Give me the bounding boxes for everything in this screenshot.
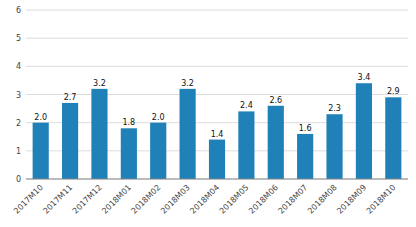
y-tick-label: 4 xyxy=(16,62,21,71)
bar xyxy=(385,97,401,179)
grid xyxy=(26,10,408,179)
data-label: 1.4 xyxy=(211,130,224,139)
y-tick-label: 6 xyxy=(16,6,21,15)
x-tick-label: 2017M12 xyxy=(71,183,104,216)
data-label: 3.2 xyxy=(181,79,194,88)
bar xyxy=(268,106,284,179)
y-axis: 0 1 2 3 4 5 6 xyxy=(16,6,21,184)
grid-line xyxy=(26,122,408,123)
y-tick-label: 3 xyxy=(16,91,21,100)
data-label: 2.0 xyxy=(34,113,47,122)
x-tick-label: 2018M09 xyxy=(335,183,368,216)
bar xyxy=(62,103,78,179)
bar xyxy=(91,89,107,179)
data-label: 3.2 xyxy=(93,79,106,88)
x-tick-label: 2018M02 xyxy=(130,183,163,216)
data-label: 3.4 xyxy=(358,73,371,82)
x-tick-label: 2018M08 xyxy=(306,183,339,216)
chart: 0 1 2 3 4 5 6 2.0 2.7 3.2 1.8 2.0 3.2 1.4 2.4 2.6 1.6 2.3… xyxy=(0,0,416,227)
y-tick-label: 0 xyxy=(16,175,21,184)
grid-line xyxy=(26,10,408,11)
x-tick-label: 2018M04 xyxy=(188,183,221,216)
bar xyxy=(180,89,196,179)
x-tick-label: 2017M10 xyxy=(12,183,45,216)
data-label: 2.7 xyxy=(64,93,77,102)
bar xyxy=(121,128,137,179)
bar xyxy=(209,140,225,179)
grid-line xyxy=(26,38,408,39)
bar xyxy=(297,134,313,179)
grid-line xyxy=(26,179,408,180)
y-tick-label: 1 xyxy=(16,147,21,156)
x-tick-label: 2018M06 xyxy=(247,183,280,216)
grid-line xyxy=(26,66,408,67)
chart-container: 0 1 2 3 4 5 6 2.0 2.7 3.2 1.8 2.0 3.2 1.4 2.4 2.6 1.6 2.3… xyxy=(0,0,416,227)
x-tick-label: 2018M07 xyxy=(277,183,310,216)
x-tick-label: 2018M03 xyxy=(159,183,192,216)
grid-line xyxy=(26,94,408,95)
x-tick-label: 2018M05 xyxy=(218,183,251,216)
y-tick-label: 2 xyxy=(16,119,21,128)
bar xyxy=(356,83,372,179)
bars xyxy=(33,83,402,179)
data-label: 2.4 xyxy=(240,101,253,110)
x-tick-label: 2018M01 xyxy=(100,183,133,216)
data-label: 2.9 xyxy=(387,87,400,96)
data-label: 1.6 xyxy=(299,124,312,133)
bar xyxy=(33,123,49,179)
data-labels: 2.0 2.7 3.2 1.8 2.0 3.2 1.4 2.4 2.6 1.6 2.3 3.4 2.9 xyxy=(34,73,399,138)
bar xyxy=(238,111,254,179)
data-label: 2.6 xyxy=(269,96,282,105)
data-label: 2.0 xyxy=(152,113,165,122)
data-label: 1.8 xyxy=(122,118,135,127)
data-label: 2.3 xyxy=(328,104,341,113)
x-axis-line xyxy=(26,179,408,180)
y-tick-label: 5 xyxy=(16,34,21,43)
x-tick-label: 2018M10 xyxy=(365,183,398,216)
x-axis: 2017M102017M112017M122018M012018M022018M… xyxy=(12,183,397,216)
bar xyxy=(150,123,166,179)
bar xyxy=(326,114,342,179)
x-tick-label: 2017M11 xyxy=(41,183,74,216)
